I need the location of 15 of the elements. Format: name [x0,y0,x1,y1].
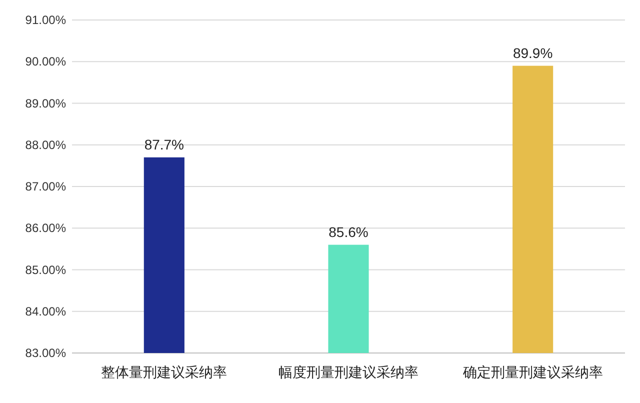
data-label: 89.9% [512,44,553,61]
x-tick-label: 整体量刑建议采纳率 [101,364,228,380]
y-tick-label: 84.00% [25,304,66,318]
data-label: 85.6% [328,224,368,240]
y-tick-label: 88.00% [25,138,66,152]
y-tick-label: 87.00% [25,180,66,194]
y-tick-label: 89.00% [25,96,66,110]
x-tick-label: 确定刑量刑建议采纳率 [462,364,603,380]
y-tick-label: 91.00% [25,13,66,27]
data-label: 87.7% [144,136,184,152]
y-tick-label: 86.00% [25,221,66,236]
y-tick-label: 83.00% [25,346,66,360]
y-tick-label: 85.00% [25,262,66,277]
y-tick-label: 90.00% [25,54,66,69]
x-tick-label: 幅度刑量刑建议采纳率 [278,364,418,380]
